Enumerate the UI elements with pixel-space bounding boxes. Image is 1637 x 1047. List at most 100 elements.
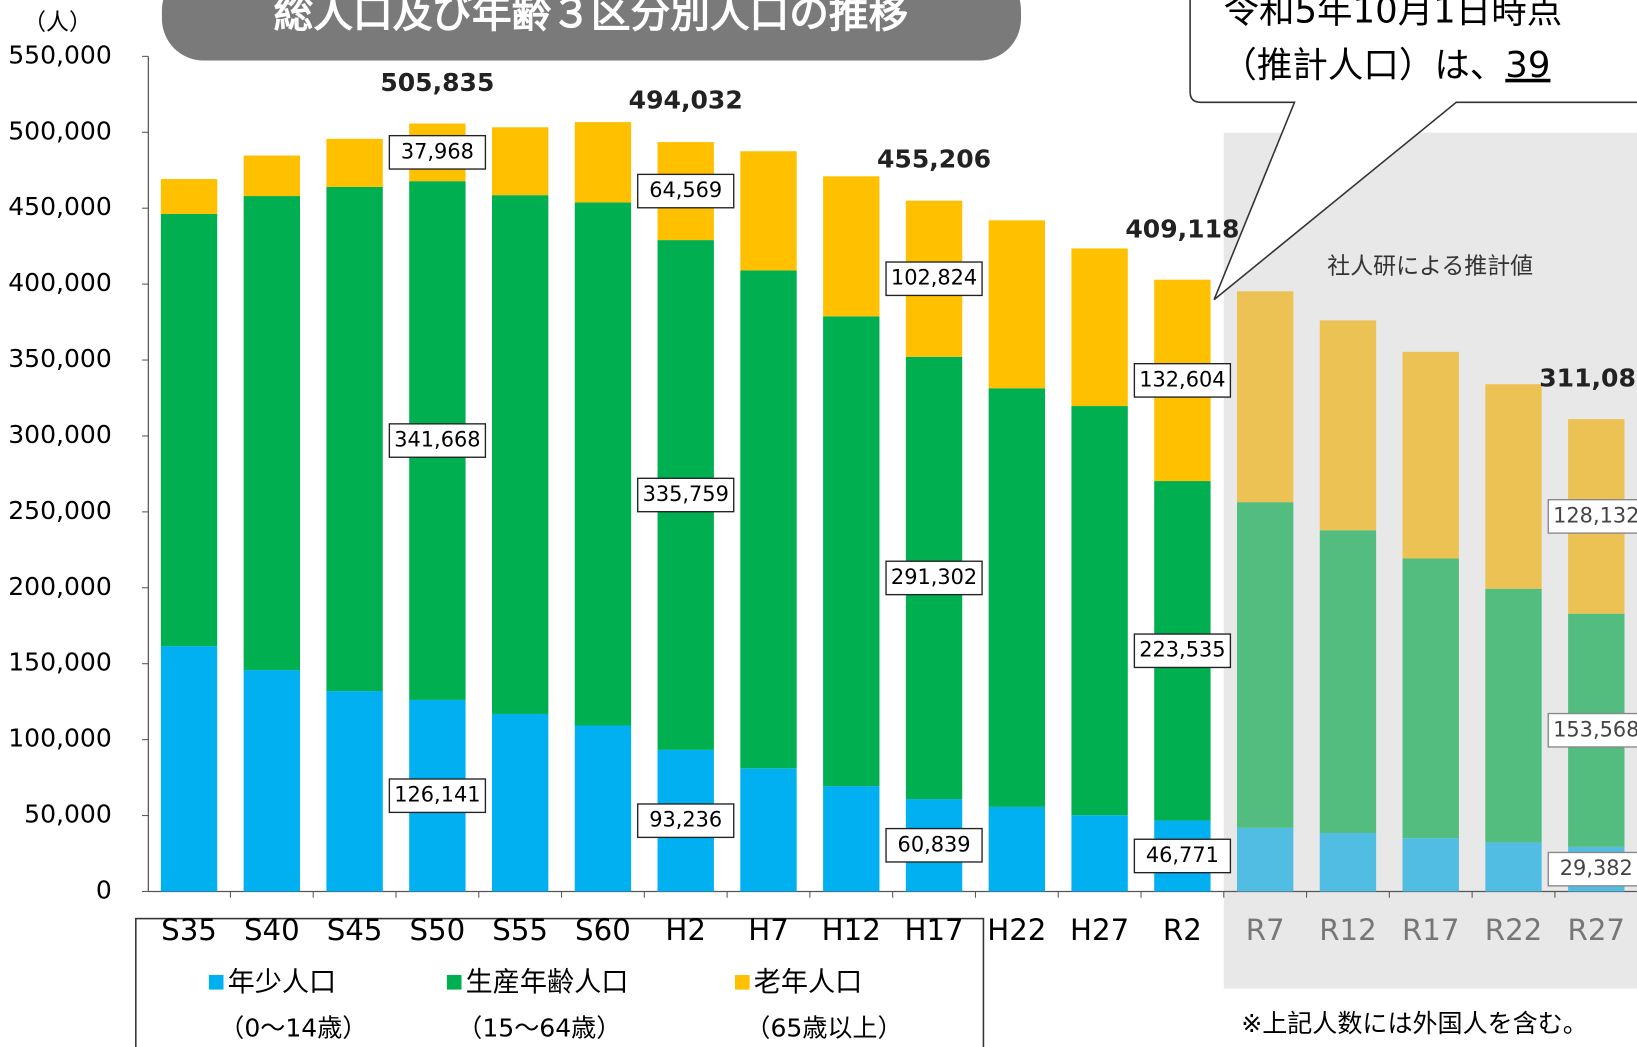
bar-segment [1071,815,1128,892]
bar-segment [160,646,218,892]
bar-segment [823,786,880,892]
bar-segment [160,179,218,214]
value-label: 102,824 [891,266,977,290]
bar-segment [1236,827,1294,892]
value-label-box [1133,362,1232,398]
x-tick-label: H27 [1070,913,1129,947]
value-label-box [637,803,735,839]
bar-segment [1319,530,1377,834]
bar-segment [740,270,797,769]
chart-title: 総人口及び年齢３区分別人口の推移 [274,0,908,37]
y-tick-label: 150,000 [8,648,112,677]
note: ※上記人数には外国人を含む。 [1241,1009,1588,1038]
x-tick-label: S45 [327,913,383,947]
value-label: 64,569 [649,178,722,202]
value-label-box [637,477,735,513]
bar-segment [740,768,797,892]
x-tick-label: H7 [748,913,789,947]
x-tick-label: R7 [1246,913,1285,947]
title-pill [161,0,1021,61]
value-label: 291,302 [891,565,977,589]
bar-segment [988,220,1046,389]
y-tick-label: 250,000 [8,496,112,525]
y-tick-label: 50,000 [24,800,112,829]
y-tick-label: 100,000 [8,724,112,753]
legend-label: 年少人口 [228,967,337,998]
callout [1189,0,1637,301]
legend-swatch [734,974,750,990]
x-tick-label: H17 [904,913,963,947]
projection-label: 社人研による推計値 [1327,254,1533,280]
total-label: 505,835 [380,68,494,97]
value-label: 128,132 [1553,503,1637,527]
bar-segment [326,186,383,692]
value-label-box [1547,851,1637,887]
x-tick-label: S40 [244,913,300,947]
total-label: 311,082 [1539,363,1637,392]
total-label: 409,118 [1125,215,1239,244]
bar-segment [823,316,880,787]
value-label-box [388,423,487,458]
y-unit: （人） [23,9,92,35]
value-label-box [1547,712,1637,748]
value-label-box [637,173,735,209]
value-label-box [885,827,983,863]
value-label: 37,968 [401,139,474,163]
x-tick-label: H22 [987,913,1046,947]
bar-segment [326,691,383,892]
x-tick-label: S50 [410,913,466,947]
callout-line2: （推計人口）は、39 [1221,45,1550,86]
bar-segment [740,151,797,271]
x-tick-label: S60 [575,913,631,947]
y-tick-label: 550,000 [8,40,112,69]
y-tick-label: 0 [96,875,112,904]
bar-segment [1319,320,1377,531]
value-label-box [388,778,487,814]
bar-segment [823,176,880,317]
value-label: 93,236 [649,808,722,832]
legend-sublabel: （65歳以上） [745,1013,902,1042]
bar-segment [1485,842,1542,892]
bar-segment [988,806,1046,892]
bar-segment [1485,588,1542,843]
bar-segment [1071,248,1128,407]
bar-segment [1071,406,1128,816]
value-label: 335,759 [643,482,729,506]
legend-sublabel: （15〜64歳） [457,1013,621,1042]
bar-segment [574,202,632,726]
bar-segment [574,725,632,892]
legend [135,917,985,1047]
y-tick-label: 400,000 [8,268,112,297]
callout-line1: 令和5年10月1日時点 [1224,0,1563,32]
x-tick-label: R27 [1568,913,1625,947]
bar-segment [1402,558,1459,839]
bar-segment [1236,502,1294,828]
legend-label: 生産年齢人口 [466,967,629,998]
bar-segment [988,388,1046,807]
value-label: 223,535 [1139,638,1225,662]
bar-segment [243,670,301,892]
x-tick-label: R2 [1163,913,1202,947]
value-label: 132,604 [1139,367,1225,391]
bar-segment [160,213,218,647]
bar-segment [243,155,301,197]
x-tick-label: R22 [1485,913,1542,947]
bar-segment [491,127,549,196]
value-label-box [1133,838,1232,874]
y-tick-label: 300,000 [8,420,112,449]
bar-segment [1402,351,1459,559]
x-tick-label: S35 [161,913,217,947]
bar-segment [1319,833,1377,892]
value-label-box [885,261,983,297]
bar-segment [574,122,632,203]
y-tick-label: 450,000 [8,192,112,221]
bar-segment [1485,384,1542,589]
value-label: 341,668 [394,428,480,452]
x-tick-label: R12 [1319,913,1376,947]
value-label: 126,141 [394,783,480,807]
bar-segment [326,138,383,187]
legend-swatch [208,974,224,990]
x-tick-label: R17 [1402,913,1459,947]
callout-text: （推計人口）は、 [1221,45,1505,86]
